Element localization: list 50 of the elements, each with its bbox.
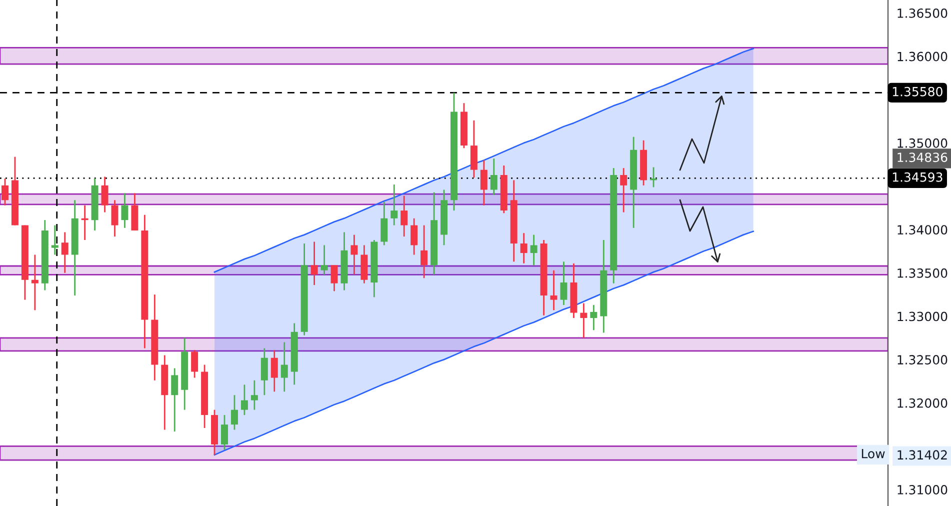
candlestick: [480, 160, 488, 206]
candlestick: [101, 176, 108, 213]
candlestick: [61, 232, 68, 274]
ref-line-label: 1.35580: [892, 86, 942, 96]
candlestick: [270, 349, 278, 392]
candlestick: [550, 270, 558, 311]
candlestick: [230, 394, 238, 430]
y-tick-label: 1.36500: [898, 8, 948, 18]
candlestick: [380, 201, 388, 246]
candlestick: [580, 302, 588, 339]
y-tick-label: 1.33000: [898, 312, 948, 322]
candlestick: [280, 342, 288, 392]
candlestick: [31, 254, 38, 311]
candlestick: [191, 349, 198, 378]
candlestick: [221, 414, 228, 450]
y-tick-label: 1.34000: [898, 225, 948, 235]
y-tick-label: 1.36000: [898, 52, 948, 62]
candlestick: [121, 192, 128, 229]
candlestick: [560, 260, 568, 306]
candlestick: [390, 184, 398, 226]
candlestick: [171, 368, 178, 432]
annotation: Low: [862, 449, 885, 458]
candlestick: [111, 199, 118, 238]
y-tick-label: 1.31402: [898, 450, 947, 460]
candlestick: [240, 384, 248, 416]
candlestick: [420, 224, 428, 279]
y-tick-label: 1.35000: [898, 138, 948, 148]
candlestick: [320, 244, 328, 276]
candlestick: [1, 178, 8, 206]
candlestick: [310, 241, 318, 286]
y-tick-label: 1.32000: [898, 398, 948, 408]
y-tick-label: 1.33500: [898, 268, 948, 278]
candlestick: [350, 234, 358, 276]
candlestick: [330, 264, 338, 292]
candlestick: [530, 234, 538, 266]
candlestick: [490, 158, 498, 196]
y-tick-label: 1.32500: [898, 355, 948, 364]
y-tick-label: 1.34836: [898, 152, 948, 162]
candlestick: [520, 232, 528, 264]
candlestick: [400, 195, 408, 238]
candlestick: [51, 224, 58, 256]
candlestick: [410, 218, 418, 256]
line-series: [214, 230, 754, 456]
candlestick: [250, 380, 258, 411]
y-tick-label: 1.31000: [898, 485, 948, 494]
candlestick: [260, 348, 268, 396]
candlestick: [620, 167, 628, 213]
ref-line-label: 1.34593: [892, 172, 942, 182]
line-series: [214, 48, 754, 273]
candlestick: [590, 304, 598, 331]
